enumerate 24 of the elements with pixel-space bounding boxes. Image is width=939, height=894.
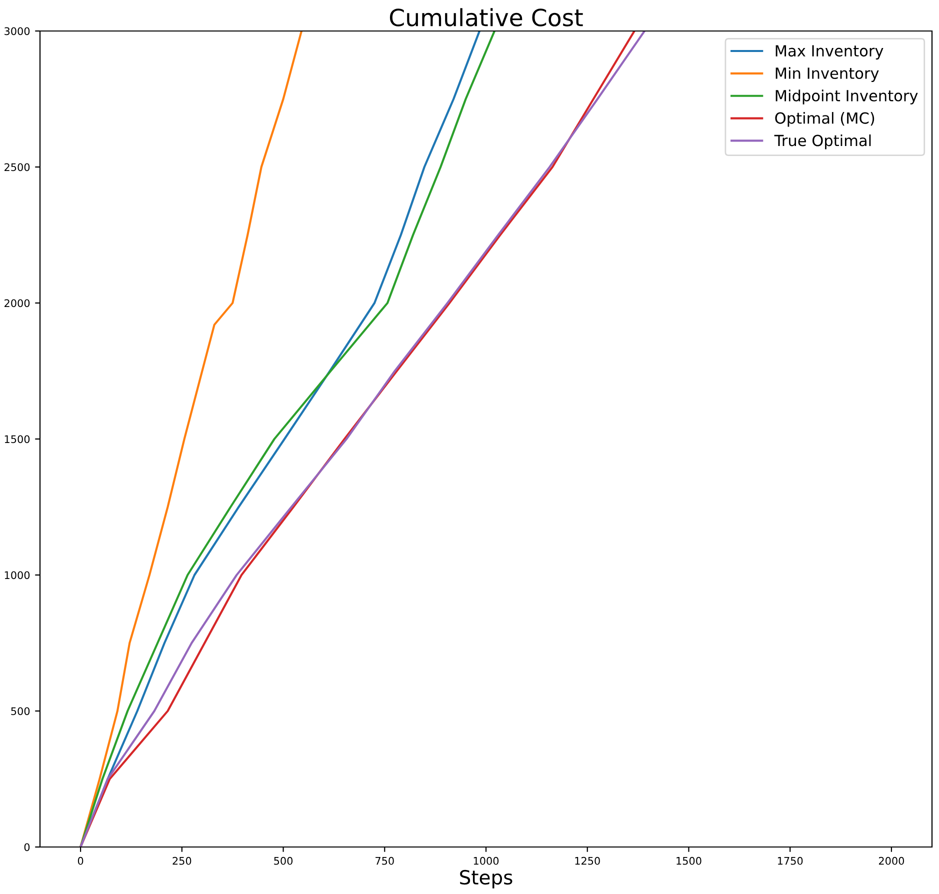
x-tick-label: 1000 <box>474 856 499 865</box>
x-tick-label: 2000 <box>878 856 904 865</box>
legend-label: Midpoint Inventory <box>776 90 918 104</box>
x-tick-label: 750 <box>376 856 394 865</box>
y-tick-label: 1500 <box>4 435 30 444</box>
legend-label: Min Inventory <box>776 67 879 82</box>
x-tick-label: 1750 <box>778 856 803 865</box>
x-tick-label: 0 <box>78 856 84 865</box>
legend-label: Optimal (MC) <box>775 112 874 127</box>
line-series <box>80 31 303 847</box>
x-tick-label: 1500 <box>676 856 702 865</box>
x-tick-label: 500 <box>274 856 293 865</box>
x-tick-label: 1250 <box>575 856 600 865</box>
y-tick-label: 3000 <box>4 27 30 36</box>
y-tick-label: 2500 <box>4 163 30 172</box>
y-tick-label: 2000 <box>4 299 30 308</box>
legend-label: True Optimal <box>774 134 871 150</box>
y-tick-label: 1000 <box>4 571 30 580</box>
x-tick-label: 250 <box>172 856 192 865</box>
y-tick-label: 500 <box>11 707 30 716</box>
chart-title: Cumulative Cost <box>390 8 583 26</box>
y-tick-label: 0 <box>24 843 30 852</box>
legend-label: Max Inventory <box>776 45 884 60</box>
x-axis-title: Steps <box>460 870 512 888</box>
